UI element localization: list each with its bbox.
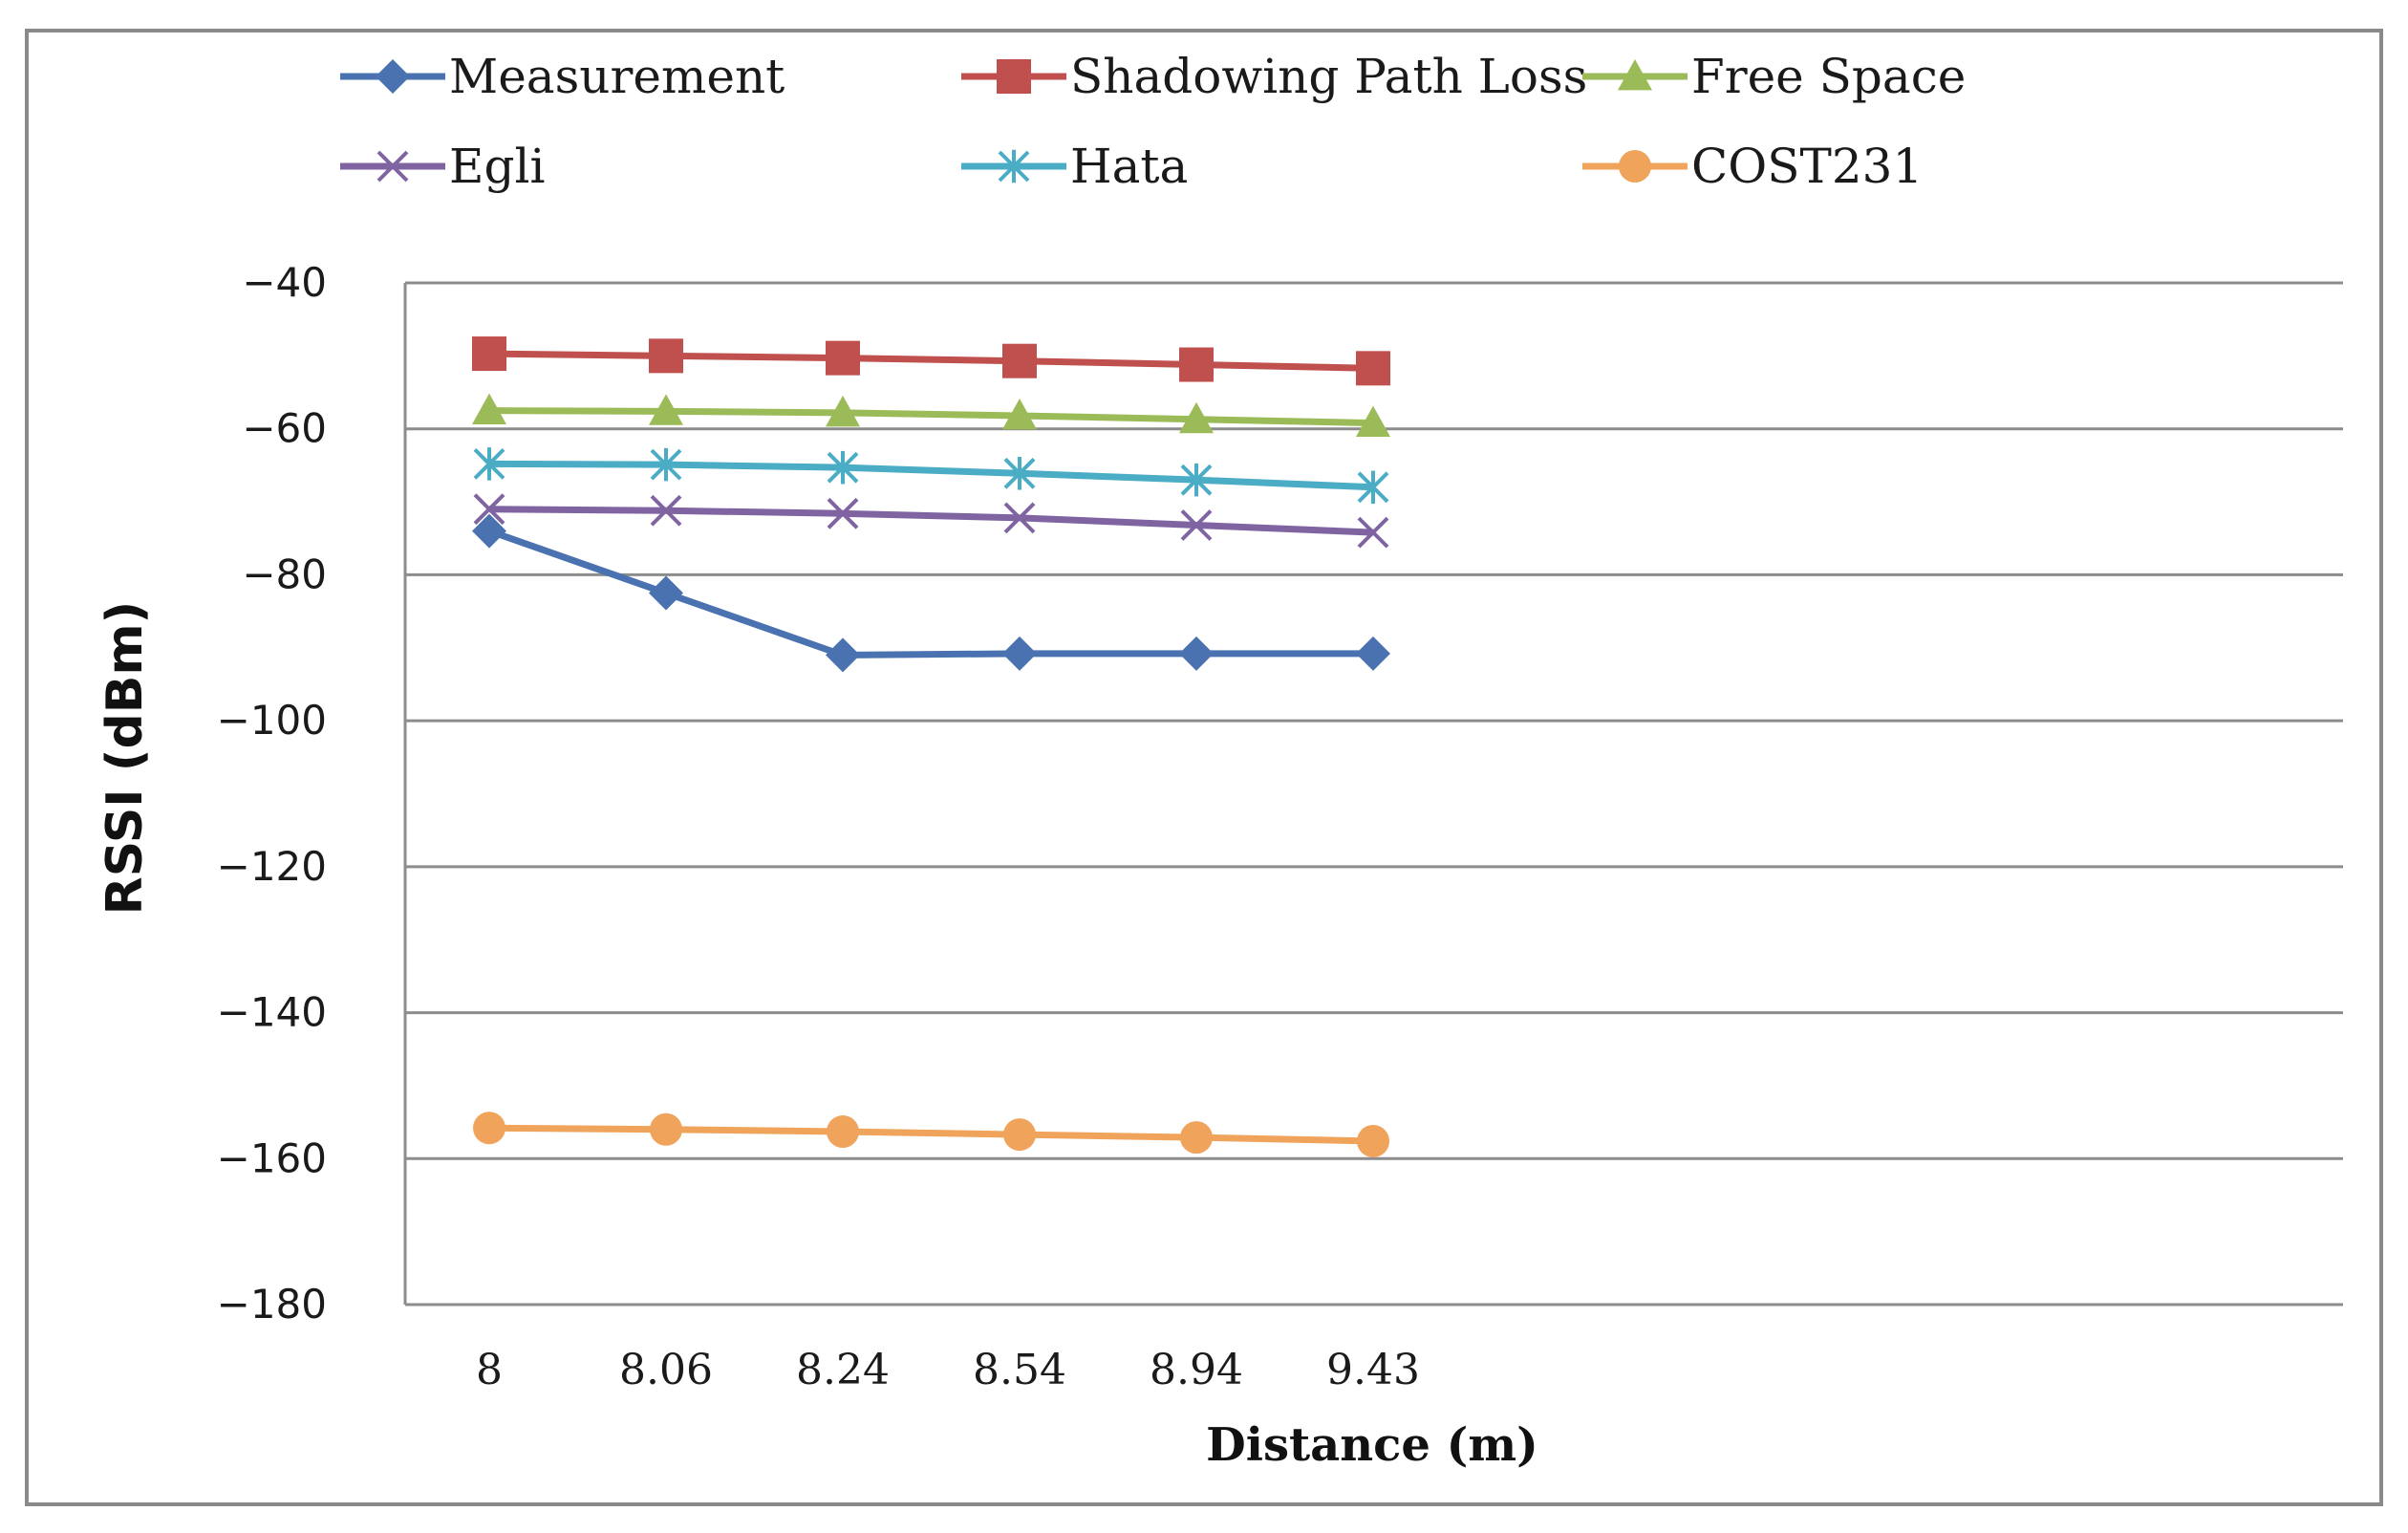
- data-point-free-space: [1179, 401, 1214, 434]
- series-line-hata: [488, 460, 1374, 491]
- series-line-cost231: [488, 1124, 1374, 1145]
- legend-item-hata: Hata: [961, 139, 1188, 194]
- data-point-cost231: [473, 1112, 505, 1145]
- y-tick-label: −140: [217, 989, 327, 1036]
- y-tick-label: −160: [217, 1134, 327, 1181]
- series-line-free-space: [488, 407, 1374, 427]
- legend-label: Free Space: [1691, 49, 1966, 104]
- data-point-measurement: [472, 513, 506, 549]
- x-tick-labels: 8 8.06 8.24 8.54 8.94 9.43: [476, 1346, 1420, 1394]
- data-point-cost231: [1180, 1121, 1213, 1155]
- data-point-hata: [1003, 457, 1036, 490]
- x-tick-label: 8.24: [796, 1346, 890, 1394]
- data-point-shadowing-path-loss: [649, 338, 683, 374]
- data-point-measurement: [649, 575, 683, 611]
- legend-item-free-space: Free Space: [1582, 49, 1966, 104]
- data-point-shadowing-path-loss: [1356, 351, 1390, 386]
- y-tick-label: −80: [242, 551, 327, 597]
- legend-marker: [376, 150, 409, 183]
- data-point-cost231: [1357, 1124, 1389, 1157]
- y-tick-label: −180: [217, 1281, 327, 1328]
- data-point-hata: [1180, 463, 1213, 497]
- data-point-free-space: [1002, 398, 1037, 430]
- data-point-egli: [1180, 509, 1213, 541]
- series-line-egli: [488, 506, 1374, 536]
- series-measurement: [472, 513, 1390, 673]
- legend-marker: [997, 59, 1031, 94]
- legend-item-cost231: COST231: [1582, 139, 1923, 194]
- data-point-shadowing-path-loss: [1179, 347, 1214, 382]
- x-tick-label: 8.94: [1150, 1346, 1243, 1394]
- data-point-egli: [1357, 516, 1389, 549]
- series-line-shadowing-path-loss: [488, 350, 1374, 372]
- series-hata: [473, 447, 1389, 505]
- data-point-shadowing-path-loss: [826, 340, 860, 376]
- y-tick-label: −100: [217, 697, 327, 744]
- series-line-measurement: [487, 528, 1373, 659]
- x-tick-label: 8.06: [619, 1346, 713, 1394]
- legend-marker: [1619, 150, 1651, 183]
- data-point-egli: [827, 497, 859, 529]
- data-point-free-space: [1356, 405, 1390, 438]
- x-tick-label: 8.54: [973, 1346, 1066, 1394]
- legend-label: Measurement: [449, 49, 785, 104]
- data-point-cost231: [1003, 1118, 1036, 1152]
- data-point-shadowing-path-loss: [1002, 343, 1037, 378]
- legend-label: Hata: [1070, 139, 1188, 194]
- data-point-egli: [1003, 502, 1036, 534]
- data-point-egli: [650, 494, 682, 527]
- legend-marker: [376, 59, 410, 94]
- y-axis-label: RSSI (dBm): [97, 601, 154, 916]
- series-free-space: [472, 393, 1390, 438]
- data-point-free-space: [826, 395, 860, 427]
- legend-label: COST231: [1691, 139, 1923, 194]
- y-tick-label: −120: [217, 843, 327, 890]
- legend-item-shadowing-path-loss: Shadowing Path Loss: [961, 49, 1587, 104]
- chart-frame: [25, 29, 2383, 1506]
- series-shadowing-path-loss: [472, 336, 1390, 386]
- legend-item-measurement: Measurement: [340, 49, 785, 104]
- data-point-free-space: [472, 393, 506, 425]
- data-point-cost231: [827, 1115, 859, 1149]
- legend-label: Shadowing Path Loss: [1070, 49, 1587, 104]
- x-tick-label: 9.43: [1326, 1346, 1420, 1394]
- legend-marker: [1618, 59, 1652, 91]
- data-point-hata: [473, 447, 505, 481]
- data-point-shadowing-path-loss: [472, 336, 506, 372]
- legend-item-egli: Egli: [340, 139, 546, 194]
- legend-label: Egli: [449, 139, 546, 194]
- x-axis-label: Distance (m): [1206, 1418, 1538, 1472]
- series-group: [472, 336, 1390, 1157]
- series-cost231: [473, 1112, 1389, 1157]
- legend-marker: [998, 149, 1030, 184]
- y-tick-labels: −40 −60 −80 −100 −120 −140 −160 −180: [217, 259, 327, 1328]
- data-point-measurement: [826, 637, 860, 673]
- data-point-measurement: [1179, 636, 1214, 671]
- y-tick-label: −60: [242, 405, 327, 452]
- data-point-egli: [473, 493, 505, 526]
- data-point-hata: [650, 447, 682, 482]
- data-point-free-space: [649, 394, 683, 425]
- axes: [403, 283, 2343, 1306]
- data-point-measurement: [1356, 636, 1390, 671]
- x-tick-label: 8: [476, 1346, 503, 1394]
- data-point-hata: [827, 450, 859, 485]
- legend: Measurement Shadowing Path Loss Free Space…: [340, 49, 1966, 194]
- data-point-measurement: [1002, 636, 1037, 671]
- data-point-cost231: [650, 1112, 682, 1146]
- grid-lines: [405, 281, 2343, 1160]
- data-point-hata: [1357, 470, 1389, 505]
- series-egli: [473, 493, 1389, 549]
- y-tick-label: −40: [242, 259, 327, 306]
